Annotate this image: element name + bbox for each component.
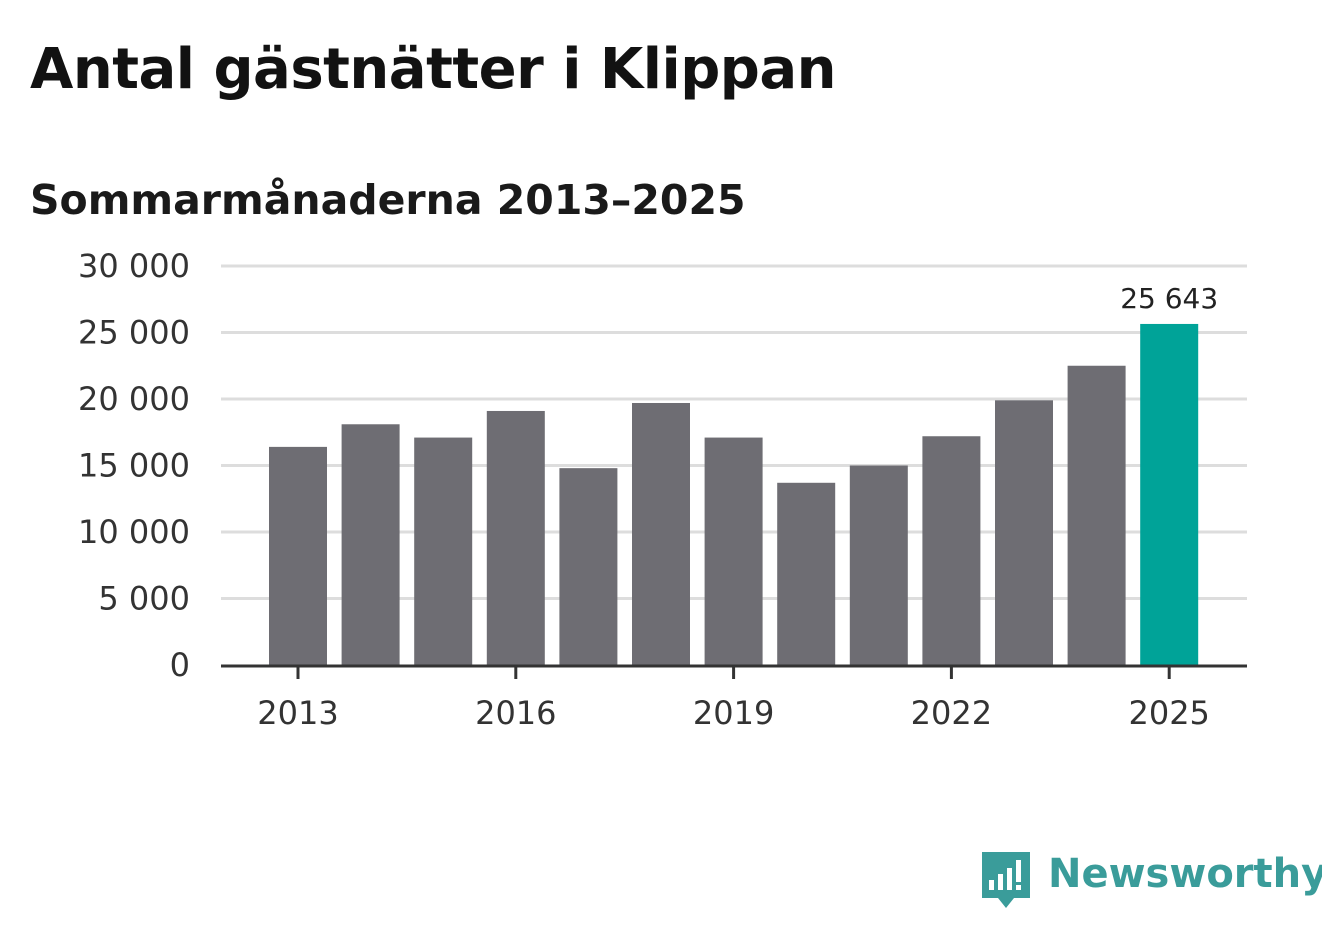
bars [269,323,1199,665]
bar-2025 [1140,323,1199,665]
bar-2023 [995,400,1053,665]
data-label-highlight: 25 643 [1120,282,1218,315]
y-tick-label: 10 000 [78,513,190,551]
x-tick-label: 2022 [911,694,992,732]
bar-2021 [849,465,908,665]
x-tick-label: 2013 [257,694,338,732]
bar-2020 [777,482,836,665]
newsworthy-logo-icon [982,852,1030,908]
bar-2024 [1067,365,1126,665]
chart-title: Antal gästnätter i Klippan [30,37,837,102]
y-tick-label: 15 000 [78,447,190,485]
y-tick-label: 0 [170,646,190,684]
bar-2014 [341,424,400,665]
bar-2022 [922,436,981,665]
bar-2018 [632,402,690,665]
bar-2016 [486,410,545,665]
bar-2017 [559,468,618,665]
x-axis-ticks: 2013 2016 2019 2022 2025 [257,665,1210,732]
x-tick-label: 2019 [693,694,774,732]
x-tick-label: 2025 [1128,694,1209,732]
x-tick-label: 2016 [475,694,556,732]
bar-2015 [414,437,473,665]
bar-2013 [269,446,327,665]
y-tick-label: 20 000 [78,380,190,418]
y-tick-label: 5 000 [98,580,190,618]
brand-logo: Newsworthy [980,848,1322,912]
y-axis-tick-labels: 0 5 000 10 000 15 000 20 000 25 000 30 000 [78,247,190,684]
chart-subtitle: Sommarmånaderna 2013–2025 [30,176,746,224]
y-tick-label: 30 000 [78,247,190,285]
bar-2019 [704,437,763,665]
y-tick-label: 25 000 [78,314,190,352]
data-labels: 25 643 [1120,282,1218,315]
brand-name: Newsworthy [1048,851,1322,897]
